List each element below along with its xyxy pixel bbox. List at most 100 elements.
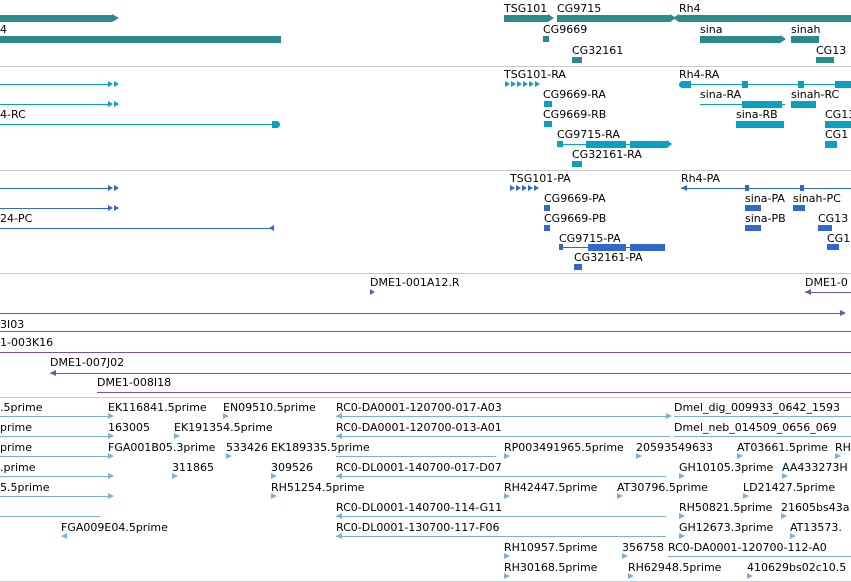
- est-feature-label[interactable]: AA433273H: [782, 461, 848, 474]
- protein-feature-label[interactable]: CG9715-PA: [559, 232, 621, 245]
- est-feature-label[interactable]: RH: [835, 441, 851, 454]
- transcript-feature-label[interactable]: sina-RB: [736, 108, 778, 121]
- transcript-feature-label[interactable]: sina-RA: [700, 88, 742, 101]
- gene-feature-label[interactable]: 4: [0, 23, 7, 36]
- transcript-exon[interactable]: [825, 121, 851, 128]
- transcript-exon[interactable]: [544, 101, 552, 107]
- gene-feature-label[interactable]: sina: [700, 23, 723, 36]
- est-feature-label[interactable]: RH30168.5prime: [504, 561, 598, 574]
- transcript-feature-label[interactable]: CG9715-RA: [557, 128, 620, 141]
- gene-feature[interactable]: [557, 15, 670, 22]
- est-feature-label[interactable]: 533426: [226, 441, 268, 454]
- est-feature-label[interactable]: AT13573.: [790, 521, 842, 534]
- clone-feature-label[interactable]: 3I03: [0, 318, 25, 331]
- protein-feature-label[interactable]: CG9669-PB: [544, 212, 607, 225]
- est-feature-label[interactable]: RC0-DA0001-120700-112-A0: [668, 541, 827, 554]
- protein-segment[interactable]: [544, 205, 550, 211]
- est-feature-label[interactable]: RC0-DA0001-120700-017-A03: [336, 401, 502, 414]
- transcript-exon[interactable]: [272, 121, 280, 128]
- protein-segment[interactable]: [818, 225, 832, 231]
- protein-feature-label[interactable]: TSG101-PA: [510, 172, 571, 185]
- protein-feature-label[interactable]: CG9669-PA: [544, 192, 606, 205]
- gene-feature-label[interactable]: CG32161: [572, 44, 624, 57]
- gene-feature[interactable]: [504, 15, 548, 22]
- gene-feature-label[interactable]: TSG101: [504, 2, 548, 15]
- protein-segment[interactable]: [800, 185, 804, 191]
- gene-feature-label[interactable]: CG9715: [557, 2, 602, 15]
- clone-feature-label[interactable]: 1-003K16: [0, 336, 54, 349]
- protein-feature-label[interactable]: sina-PA: [745, 192, 785, 205]
- est-feature-label[interactable]: RP003491965.5prime: [504, 441, 624, 454]
- protein-feature-label[interactable]: sina-PB: [745, 212, 786, 225]
- est-feature-label[interactable]: Dmel_neb_014509_0656_069: [674, 421, 837, 434]
- protein-segment[interactable]: [559, 244, 563, 250]
- est-feature-label[interactable]: GH12673.3prime: [679, 521, 774, 534]
- clone-feature-label[interactable]: DME1-001A12.R: [370, 276, 460, 289]
- protein-segment[interactable]: [588, 244, 626, 251]
- transcript-exon[interactable]: [572, 161, 582, 167]
- est-feature-label[interactable]: .5prime: [0, 401, 43, 414]
- transcript-exon[interactable]: [825, 141, 837, 148]
- est-feature-label[interactable]: prime: [0, 421, 33, 434]
- est-feature-label[interactable]: RC0-DL0001-140700-114-G11: [336, 501, 503, 514]
- protein-feature-label[interactable]: CG1: [827, 232, 851, 245]
- protein-feature-label[interactable]: sinah-PC: [793, 192, 841, 205]
- protein-segment[interactable]: [630, 244, 665, 251]
- est-feature-label[interactable]: 21605bs43a: [781, 501, 850, 514]
- est-feature-label[interactable]: EK116841.5prime: [108, 401, 207, 414]
- est-feature-label[interactable]: AT03661.5prime: [737, 441, 828, 454]
- gene-feature[interactable]: [0, 15, 112, 22]
- est-feature-label[interactable]: prime: [0, 441, 33, 454]
- est-feature-label[interactable]: RC0-DA0001-120700-013-A01: [336, 421, 502, 434]
- clone-feature-label[interactable]: DME1-008I18: [97, 376, 172, 389]
- est-feature-label[interactable]: RH62948.5prime: [628, 561, 722, 574]
- transcript-feature-label[interactable]: sinah-RC: [791, 88, 840, 101]
- transcript-exon[interactable]: [679, 81, 691, 88]
- transcript-feature-label[interactable]: CG9669-RA: [543, 88, 606, 101]
- transcript-feature-label[interactable]: CG32161-RA: [572, 148, 642, 161]
- gene-feature[interactable]: [679, 15, 851, 22]
- transcript-exon[interactable]: [557, 141, 563, 147]
- protein-segment[interactable]: [827, 244, 839, 250]
- est-feature-label[interactable]: RC0-DL0001-130700-117-F06: [336, 521, 500, 534]
- protein-segment[interactable]: [745, 185, 749, 191]
- protein-feature-label[interactable]: Rh4-PA: [681, 172, 721, 185]
- est-feature-label[interactable]: EK191354.5prime: [174, 421, 273, 434]
- est-feature-label[interactable]: FGA009E04.5prime: [61, 521, 168, 534]
- est-feature-label[interactable]: GH10105.3prime: [679, 461, 774, 474]
- gene-feature[interactable]: [791, 36, 819, 43]
- est-feature-label[interactable]: 20593549633: [636, 441, 713, 454]
- est-feature-label[interactable]: FGA001B05.3prime: [108, 441, 216, 454]
- est-feature-label[interactable]: Dmel_dig_009933_0642_1593: [674, 401, 841, 414]
- est-feature-label[interactable]: 356758: [622, 541, 664, 554]
- protein-feature-label[interactable]: CG13: [818, 212, 849, 225]
- transcript-exon[interactable]: [742, 81, 748, 88]
- est-feature-label[interactable]: RH10957.5prime: [504, 541, 598, 554]
- gene-feature-label[interactable]: CG9669: [543, 23, 588, 36]
- gene-feature-label[interactable]: CG13: [816, 44, 847, 57]
- protein-segment[interactable]: [544, 225, 550, 231]
- clone-feature-label[interactable]: DME1-007J02: [50, 356, 125, 369]
- est-feature-label[interactable]: 309526: [271, 461, 313, 474]
- transcript-exon[interactable]: [798, 81, 804, 88]
- est-feature-label[interactable]: 311865: [172, 461, 214, 474]
- est-feature-label[interactable]: RH50821.5prime: [679, 501, 773, 514]
- transcript-feature-label[interactable]: TSG101-RA: [504, 68, 566, 81]
- transcript-exon[interactable]: [736, 121, 784, 128]
- gene-feature[interactable]: [572, 57, 582, 63]
- gene-feature[interactable]: [816, 57, 834, 63]
- est-feature-label[interactable]: RC0-DL0001-140700-017-D07: [336, 461, 502, 474]
- protein-segment[interactable]: [745, 225, 761, 231]
- est-feature-label[interactable]: AT30796.5prime: [617, 481, 708, 494]
- est-feature-label[interactable]: 163005: [108, 421, 150, 434]
- transcript-exon[interactable]: [791, 101, 816, 108]
- transcript-exon[interactable]: [630, 141, 667, 148]
- protein-segment[interactable]: [574, 264, 582, 270]
- gene-feature[interactable]: [0, 36, 281, 43]
- gene-feature[interactable]: [543, 36, 549, 42]
- est-feature-label[interactable]: LD21427.5prime: [743, 481, 836, 494]
- protein-feature-label[interactable]: 24-PC: [0, 212, 33, 225]
- transcript-feature-label[interactable]: CG1: [825, 128, 849, 141]
- transcript-feature-label[interactable]: CG9669-RB: [543, 108, 607, 121]
